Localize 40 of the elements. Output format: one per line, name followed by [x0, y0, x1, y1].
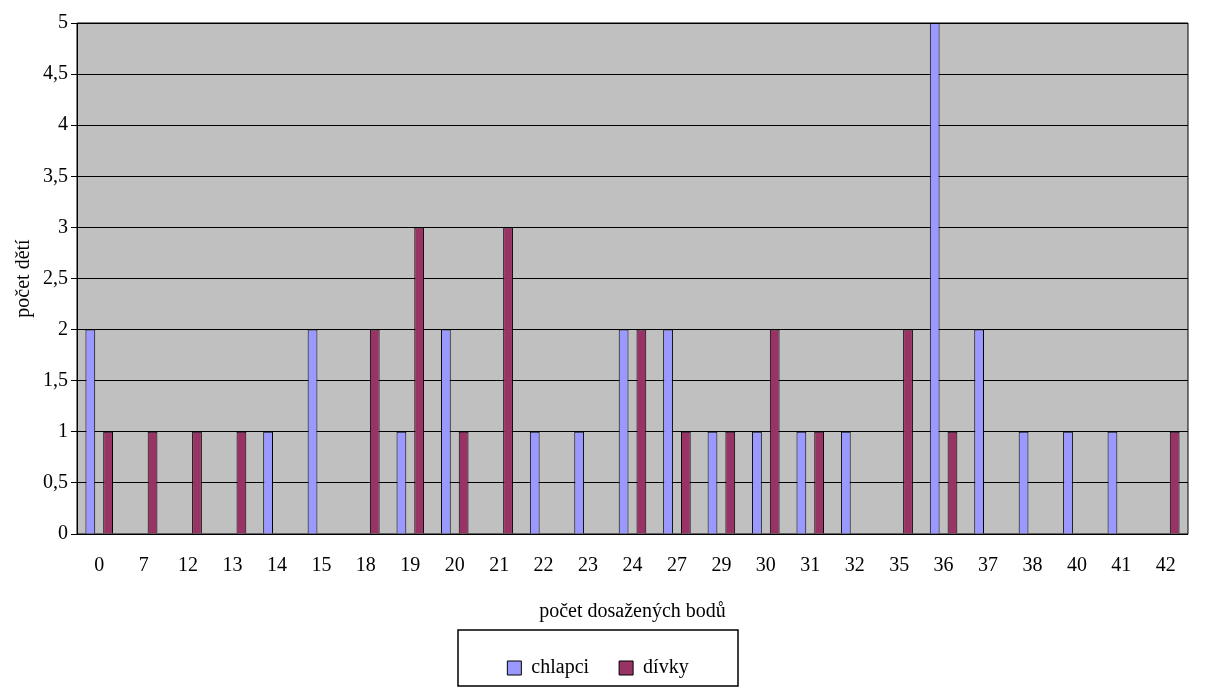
- x-tick-label: 14: [266, 553, 287, 576]
- y-axis-title: počet dětí: [11, 238, 35, 318]
- y-tick-label: 2,5: [43, 265, 68, 288]
- x-tick-label: 24: [622, 553, 643, 576]
- y-tick-label: 2: [58, 316, 68, 339]
- x-tick-label: 32: [844, 553, 865, 576]
- y-tick-label: 4: [58, 112, 68, 135]
- y-tick-label: 1,5: [43, 367, 68, 390]
- x-tick-label: 23: [578, 553, 599, 576]
- x-tick-label: 36: [933, 553, 954, 576]
- x-tick-label: 15: [311, 553, 332, 576]
- x-tick-label: 13: [222, 553, 243, 576]
- x-tick-label: 35: [889, 553, 910, 576]
- x-tick-label: 18: [355, 553, 376, 576]
- legend-label: dívky: [643, 655, 689, 679]
- x-tick-label: 40: [1066, 553, 1087, 576]
- x-tick-label: 41: [1111, 553, 1132, 576]
- x-tick-label: 19: [400, 553, 421, 576]
- y-tick-label: 4,5: [43, 61, 68, 84]
- y-tick-label: 1: [58, 419, 68, 442]
- x-tick-label: 29: [711, 553, 732, 576]
- x-tick-label: 12: [178, 553, 199, 576]
- x-tick-label: 21: [489, 553, 510, 576]
- y-tick-label: 3: [58, 214, 68, 237]
- x-tick-label: 27: [666, 553, 687, 576]
- legend-label: chlapci: [531, 655, 590, 679]
- y-tick-label: 3,5: [43, 163, 68, 186]
- x-tick-label: 42: [1155, 553, 1176, 576]
- y-tick-label: 0: [58, 521, 68, 544]
- y-tick-label: 5: [58, 10, 68, 33]
- x-axis-title: počet dosažených bodů: [539, 599, 726, 623]
- x-tick-label: 22: [533, 553, 554, 576]
- x-tick-label: 7: [138, 553, 149, 576]
- x-tick-label: 38: [1022, 553, 1043, 576]
- x-tick-label: 20: [444, 553, 465, 576]
- x-tick-label: 30: [755, 553, 776, 576]
- x-tick-label: 37: [978, 553, 999, 576]
- y-tick-label: 0,5: [43, 470, 68, 493]
- x-tick-label: 31: [800, 553, 821, 576]
- x-tick-label: 0: [94, 553, 105, 576]
